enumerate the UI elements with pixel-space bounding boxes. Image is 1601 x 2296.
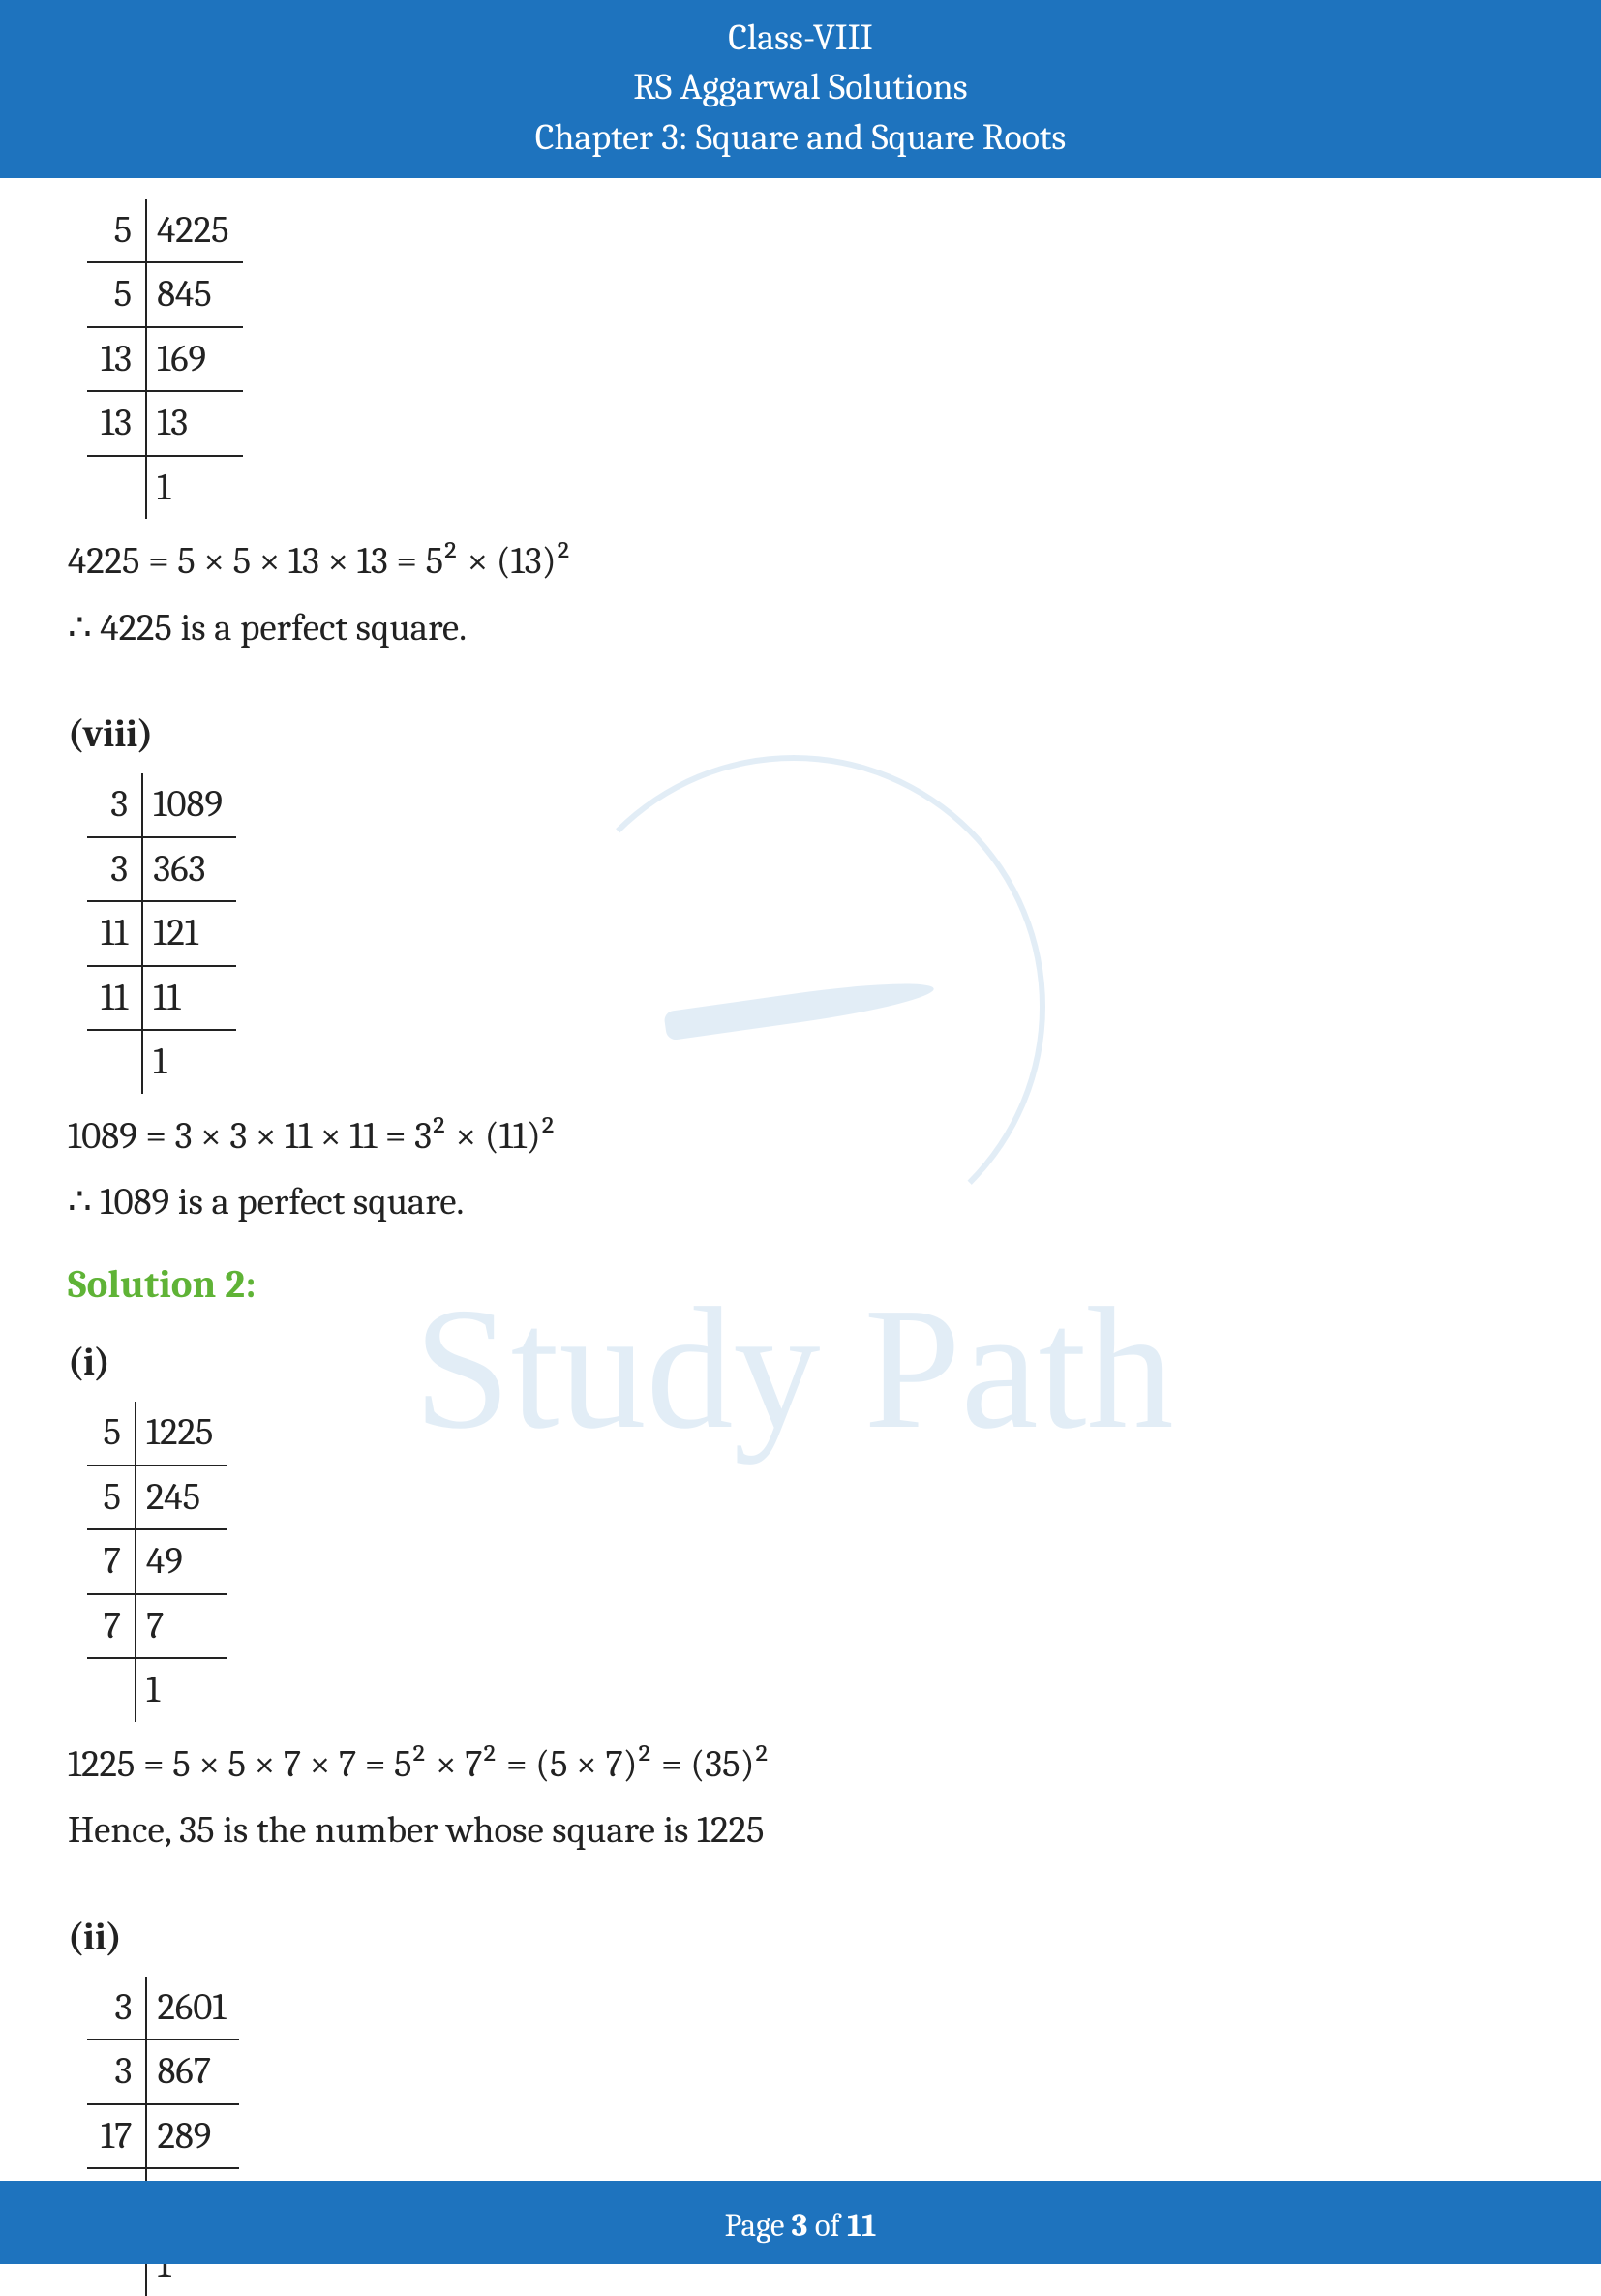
header-line-class: Class-VIII <box>0 14 1601 63</box>
table-row: 32601 <box>87 1977 239 2039</box>
equation-4225: 4225 = 5 × 5 × 13 × 13 = 5² × (13)² <box>68 532 1533 590</box>
table-row: 5245 <box>87 1465 227 1529</box>
conclusion-4225: ∴ 4225 is a perfect square. <box>68 599 1533 657</box>
table-row: 1313 <box>87 391 243 455</box>
part-label-i: (i) <box>68 1334 1533 1392</box>
page-footer: Page 3 of 11 <box>0 2181 1601 2264</box>
footer-total: 11 <box>847 2208 876 2245</box>
solution-2-heading: Solution 2: <box>68 1254 1533 1316</box>
factor-table-1225: 51225 5245 749 77 1 <box>87 1402 227 1721</box>
header-line-chapter: Chapter 3: Square and Square Roots <box>0 113 1601 163</box>
footer-accent-line <box>0 2181 1601 2198</box>
footer-current: 3 <box>792 2208 808 2245</box>
table-row: 51225 <box>87 1402 227 1465</box>
table-row: 54225 <box>87 199 243 262</box>
table-row: 1 <box>87 456 243 519</box>
table-row: 3363 <box>87 837 236 901</box>
factor-table-1089: 31089 3363 11121 1111 1 <box>87 773 236 1093</box>
table-row: 3867 <box>87 2039 239 2103</box>
page-header: Class-VIII RS Aggarwal Solutions Chapter… <box>0 0 1601 178</box>
footer-mid: of <box>807 2208 847 2245</box>
equation-1089: 1089 = 3 × 3 × 11 × 11 = 3² × (11)² <box>68 1107 1533 1165</box>
header-line-book: RS Aggarwal Solutions <box>0 63 1601 112</box>
conclusion-1225: Hence, 35 is the number whose square is … <box>68 1801 1533 1859</box>
table-row: 749 <box>87 1529 227 1593</box>
part-label-ii: (ii) <box>68 1909 1533 1967</box>
table-row: 17289 <box>87 2104 239 2168</box>
table-row: 1 <box>87 1030 236 1093</box>
table-row: 13169 <box>87 327 243 391</box>
factor-table-4225: 54225 5845 13169 1313 1 <box>87 199 243 519</box>
table-row: 1 <box>87 1658 227 1721</box>
conclusion-1089: ∴ 1089 is a perfect square. <box>68 1173 1533 1231</box>
table-row: 31089 <box>87 773 236 836</box>
footer-prefix: Page <box>725 2208 792 2245</box>
equation-1225: 1225 = 5 × 5 × 7 × 7 = 5² × 7² = (5 × 7)… <box>68 1736 1533 1794</box>
part-label-viii: (viii) <box>68 706 1533 764</box>
footer-page-number: Page 3 of 11 <box>0 2198 1601 2264</box>
page-content: 54225 5845 13169 1313 1 4225 = 5 × 5 × 1… <box>0 178 1601 2296</box>
table-row: 11121 <box>87 901 236 965</box>
table-row: 77 <box>87 1594 227 1658</box>
table-row: 1111 <box>87 966 236 1030</box>
table-row: 5845 <box>87 262 243 326</box>
